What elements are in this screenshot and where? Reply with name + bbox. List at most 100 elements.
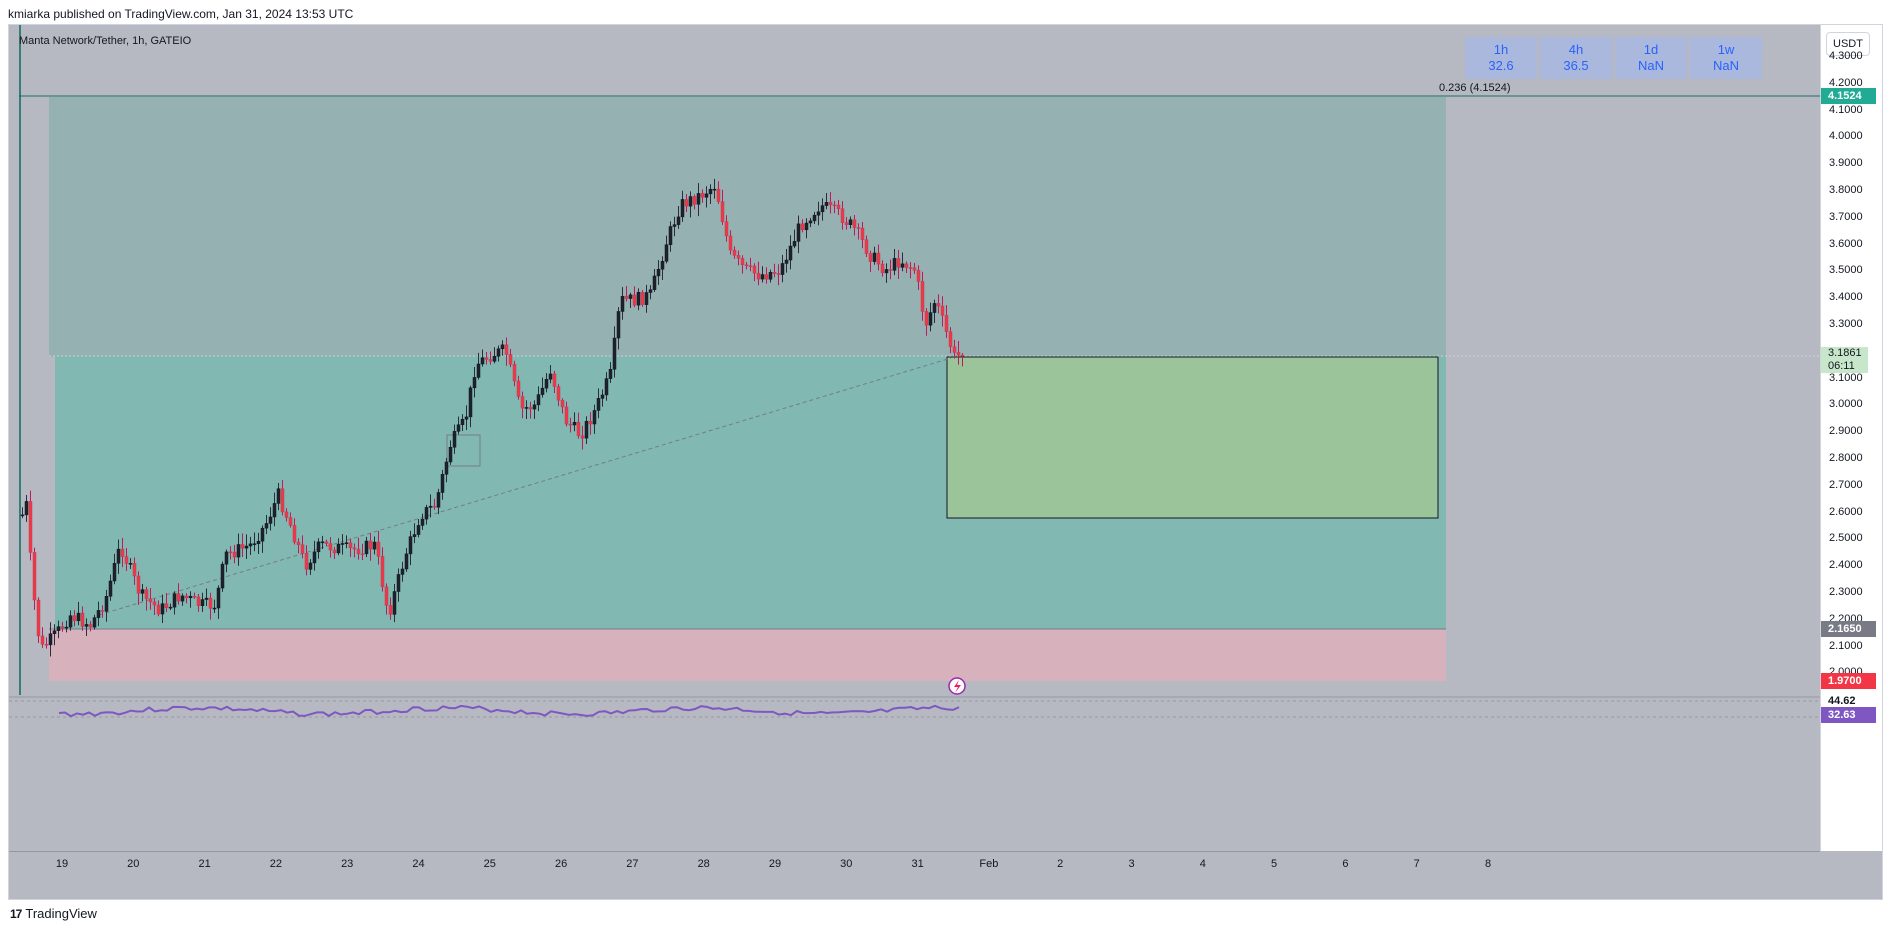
candle-body: [896, 258, 901, 268]
time-tick: 22: [269, 858, 283, 870]
candle-body: [264, 523, 269, 529]
bar-countdown: 06:11: [1828, 360, 1855, 372]
candle-body: [384, 586, 389, 606]
candle-body: [820, 205, 825, 213]
candle-body: [904, 263, 909, 268]
candle-body: [728, 235, 733, 251]
candle-body: [960, 355, 965, 357]
price-tick: 3.9000: [1829, 157, 1863, 170]
candle-body: [716, 188, 721, 202]
candle-body: [488, 359, 493, 362]
candle-body: [420, 518, 425, 526]
candle-body: [108, 580, 113, 597]
candle-body: [816, 211, 821, 216]
time-tick: 31: [911, 858, 924, 870]
lightning-icon[interactable]: [948, 677, 966, 695]
candle-body: [936, 303, 941, 307]
candle-body: [640, 292, 645, 305]
candle-body: [752, 265, 757, 274]
candle-body: [492, 355, 497, 362]
candle-body: [564, 406, 569, 425]
candle-body: [20, 514, 25, 517]
candle-body: [188, 595, 193, 599]
symbol-title[interactable]: Manta Network/Tether, 1h, GATEIO: [19, 35, 192, 47]
candle-body: [956, 352, 961, 356]
candle-body: [180, 595, 185, 602]
candle-body: [112, 563, 117, 582]
candle-body: [176, 593, 181, 602]
rsi-cell-1w: 1w NaN: [1690, 37, 1762, 79]
candle-body: [60, 626, 65, 629]
candle-body: [288, 517, 293, 526]
candle-body: [64, 626, 69, 629]
price-tick: 3.8000: [1829, 184, 1863, 196]
candle-body: [572, 421, 577, 426]
candle-body: [660, 261, 665, 270]
candle-body: [676, 216, 681, 225]
candle-body: [552, 373, 557, 387]
candle-body: [880, 263, 885, 274]
time-tick: 5: [1271, 858, 1278, 870]
chart-plot-area[interactable]: Manta Network/Tether, 1h, GATEIO 1h 32.6 …: [9, 25, 1820, 851]
candle-body: [684, 199, 689, 207]
candle-body: [652, 275, 657, 290]
candle-body: [512, 364, 517, 382]
candle-body: [812, 214, 817, 222]
currency-button[interactable]: USDT: [1826, 32, 1870, 56]
time-axis[interactable]: 19 20 21 22 23 24 25 26 27 28 29 30 31 Feb 2 3 4 5 6 7 8: [9, 851, 1820, 899]
candle-body: [736, 255, 741, 259]
candle-body: [868, 253, 873, 262]
price-tick: 4.3000: [1829, 50, 1863, 62]
forecast-box[interactable]: [946, 356, 1439, 519]
stop-price-badge: 2.1650: [1821, 621, 1876, 637]
candle-body: [32, 552, 37, 601]
candle-body: [352, 547, 357, 550]
candle-body: [48, 633, 53, 646]
candle-body: [460, 418, 465, 425]
candle-body: [944, 315, 949, 332]
candle-body: [536, 394, 541, 406]
tradingview-brand[interactable]: 17 TradingView: [10, 906, 97, 921]
price-tick: 2.5000: [1829, 532, 1863, 545]
fib-price-badge: 4.1524: [1821, 88, 1876, 104]
candle-body: [88, 624, 93, 628]
candle-body: [688, 196, 693, 207]
candle-body: [80, 612, 85, 627]
candle-body: [508, 354, 513, 365]
candle-body: [952, 346, 957, 353]
candle-body: [340, 543, 345, 545]
low-price-badge: 1.9700: [1821, 673, 1876, 689]
candle-body: [220, 563, 225, 589]
candle-body: [232, 551, 237, 558]
candle-body: [464, 416, 469, 420]
time-tick: 6: [1342, 858, 1349, 870]
candle-body: [208, 597, 213, 609]
candle-body: [696, 193, 701, 205]
current-price-badge: 3.1861 06:11: [1821, 347, 1868, 373]
candle-body: [424, 507, 429, 520]
trend-line[interactable]: [98, 357, 952, 616]
candle-body: [916, 270, 921, 282]
candle-body: [428, 505, 433, 508]
chart-frame[interactable]: Manta Network/Tether, 1h, GATEIO 1h 32.6 …: [8, 24, 1883, 900]
price-tick: 3.0000: [1829, 398, 1863, 411]
candle-body: [160, 603, 165, 615]
candle-body: [528, 407, 533, 410]
price-axis[interactable]: USDT 4.3000 4.2000 4.1000 4.0000 3.9000 3.800…: [1820, 25, 1882, 851]
small-rect-drawing[interactable]: [446, 434, 481, 467]
price-tick: 3.4000: [1829, 291, 1863, 304]
candle-body: [192, 595, 197, 598]
candle-body: [600, 394, 605, 399]
candle-body: [568, 423, 573, 426]
price-tick: 2.6000: [1829, 505, 1863, 518]
price-chart-svg[interactable]: [9, 25, 1820, 851]
candle-body: [780, 263, 785, 275]
price-tick: 2.9000: [1829, 425, 1863, 438]
candle-body: [744, 264, 749, 267]
candle-body: [524, 407, 529, 409]
candle-body: [616, 311, 621, 339]
candle-body: [620, 296, 625, 312]
candle-body: [556, 386, 561, 401]
candle-body: [920, 281, 925, 312]
candle-body: [200, 599, 205, 606]
